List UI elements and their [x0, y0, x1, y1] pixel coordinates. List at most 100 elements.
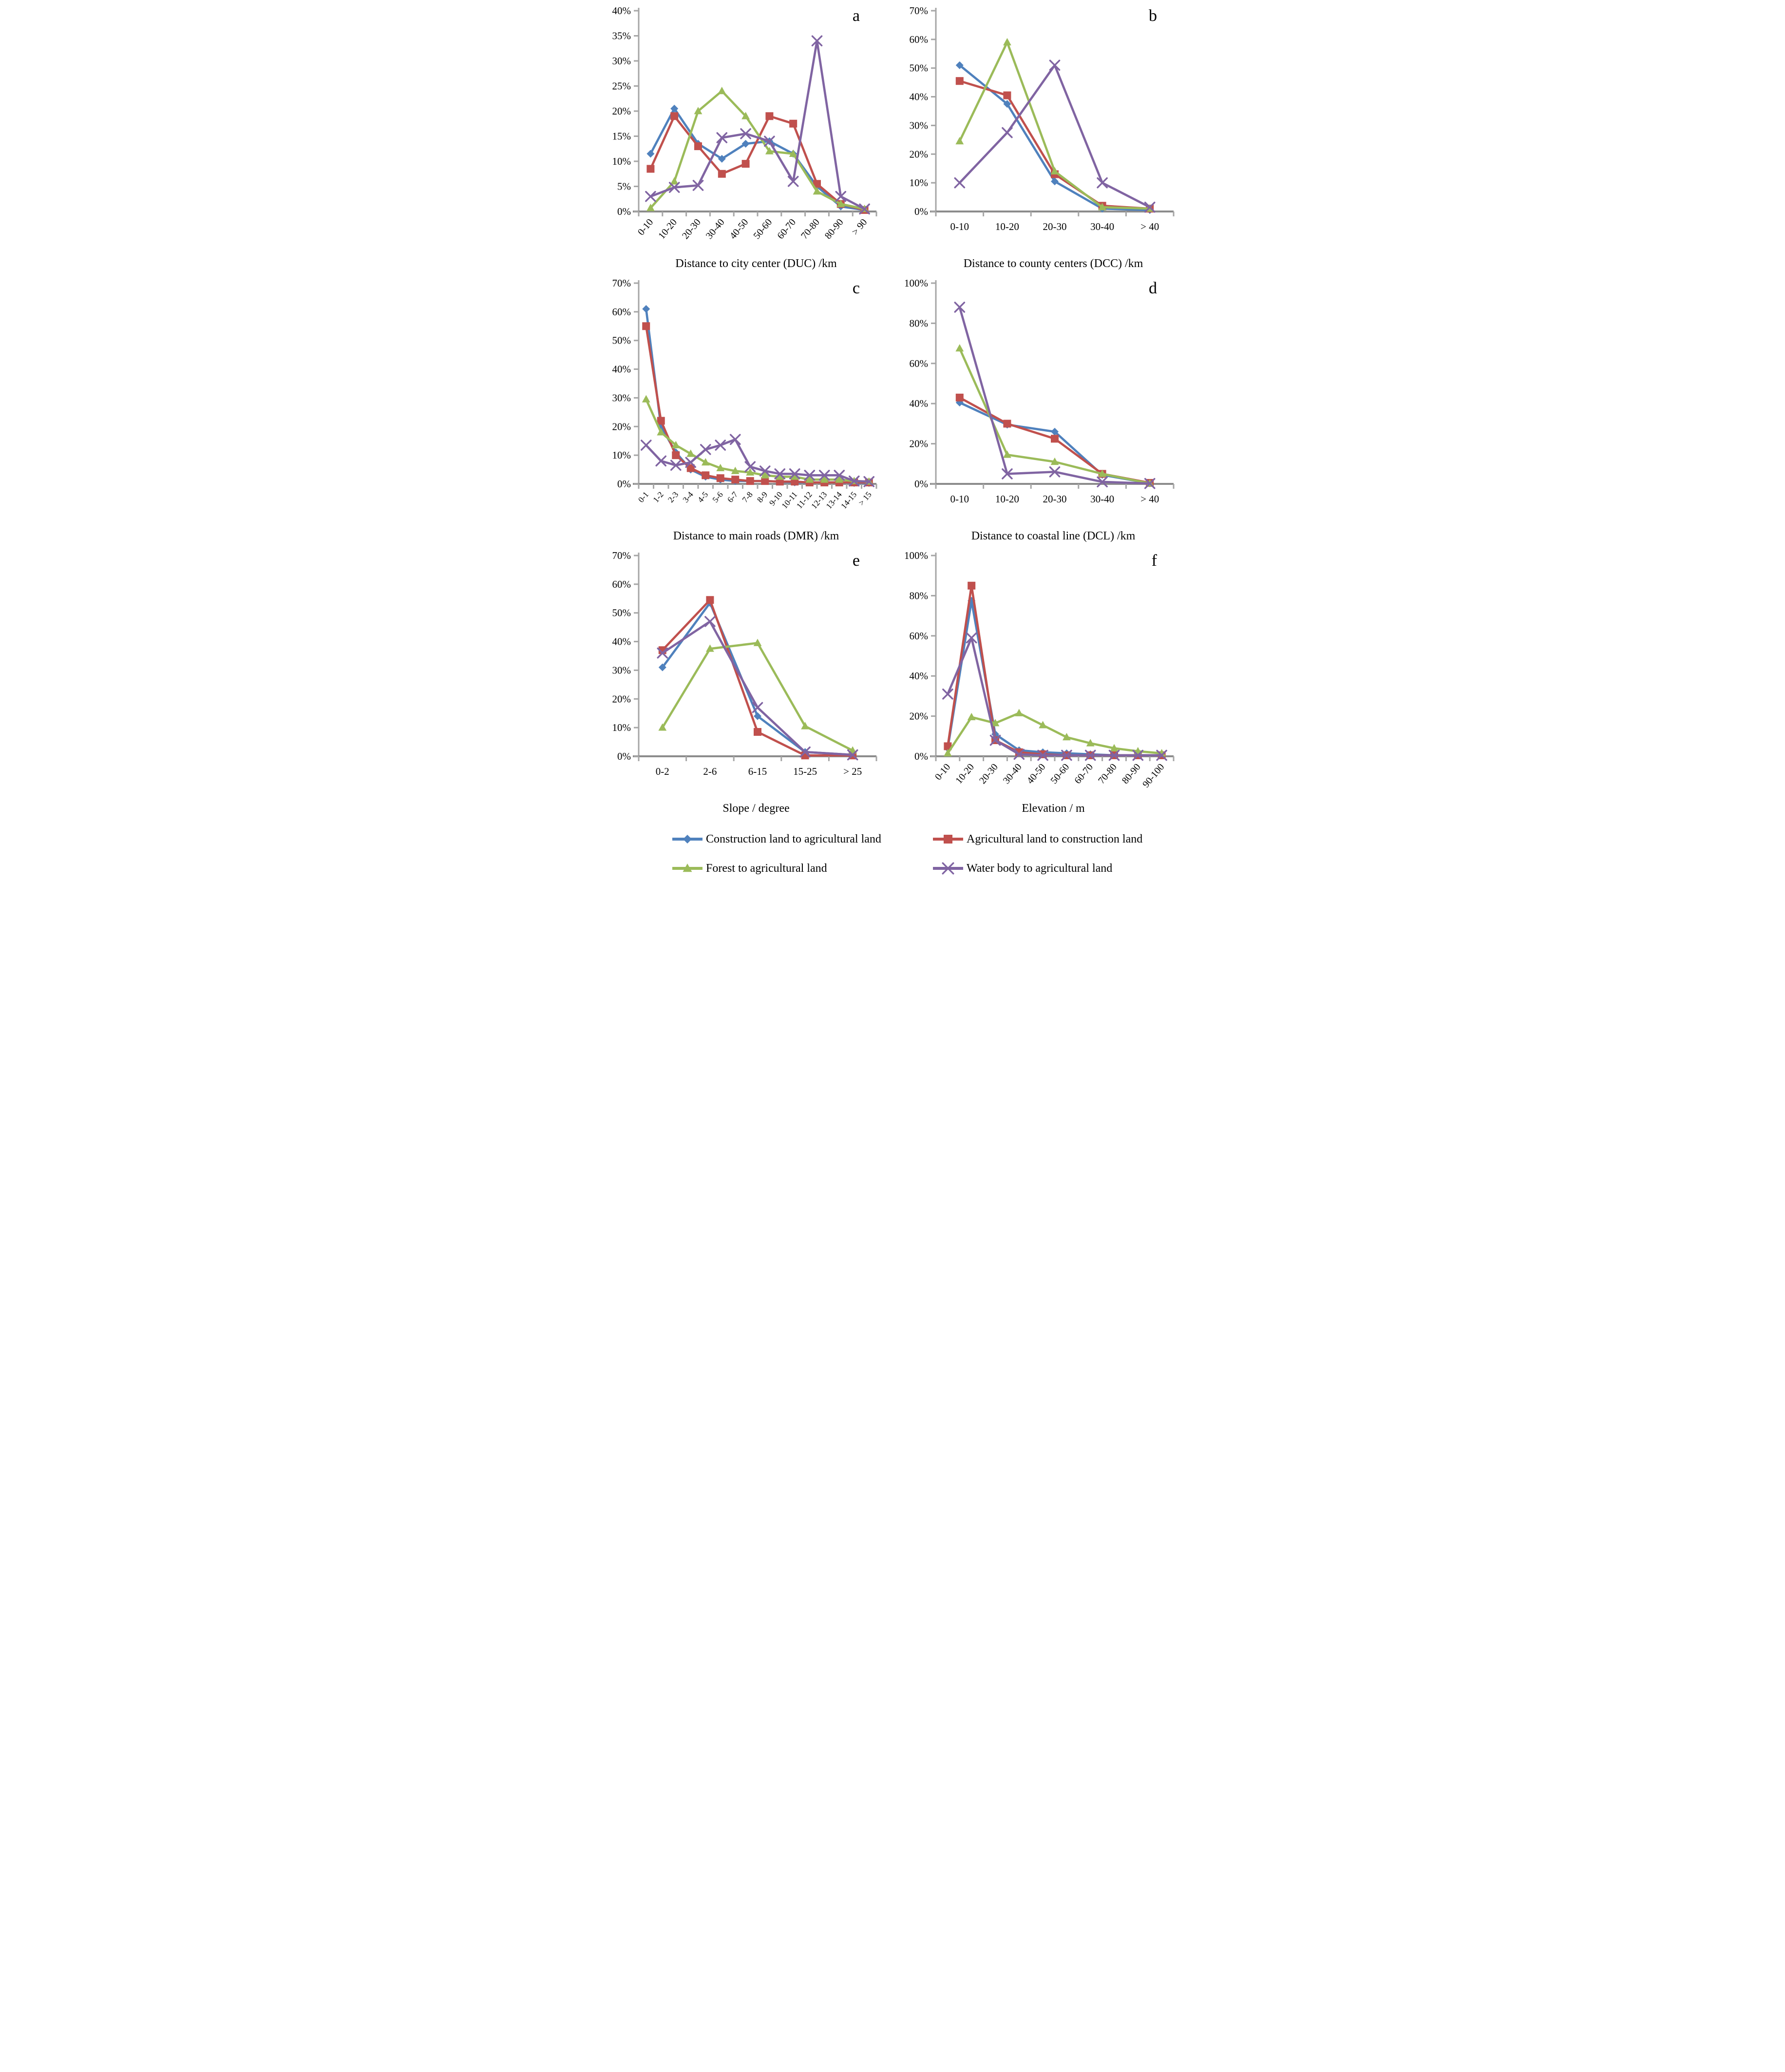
data-point-marker	[813, 187, 821, 195]
data-point-marker	[799, 746, 811, 758]
chart-b-canvas: 0% 10% 20% 30% 40% 50% 60% 70% 0-10 10-20 20-30 30-…	[910, 5, 1175, 232]
y-tick-label: 80%	[910, 317, 929, 329]
x-tick-label: 3-4	[681, 490, 695, 504]
data-point-marker	[789, 149, 798, 157]
data-point-marker	[801, 722, 809, 729]
series-line-red	[649, 115, 866, 211]
data-point-marker	[1051, 435, 1059, 443]
x-tick-label: 10-11	[780, 490, 799, 510]
data-point-marker	[657, 647, 668, 659]
data-point-marker	[859, 203, 870, 215]
data-point-marker	[704, 616, 716, 627]
data-point-marker	[718, 87, 726, 95]
panel-letter-f: f	[1151, 552, 1157, 570]
y-tick-label: 0%	[617, 478, 631, 490]
data-point-marker	[760, 471, 769, 479]
y-tick-label: 30%	[612, 55, 631, 67]
data-point-marker	[1003, 91, 1011, 99]
data-point-marker	[804, 470, 816, 481]
data-point-marker	[655, 455, 667, 467]
data-point-marker	[1015, 709, 1024, 716]
data-point-marker	[848, 475, 860, 487]
series-line-purple	[958, 306, 1151, 485]
x-tick-label: 90-100	[1140, 762, 1166, 790]
data-point-marker	[1084, 749, 1096, 761]
data-point-marker	[1110, 744, 1119, 751]
data-point-marker	[1050, 167, 1059, 174]
y-tick-label: 30%	[612, 664, 631, 676]
x-tick-label: 40-50	[728, 217, 751, 241]
series-line-blue	[958, 64, 1151, 211]
x-tick-label: 5-6	[711, 490, 725, 504]
x-tick-label: > 15	[856, 490, 873, 507]
y-tick-label: 20%	[910, 710, 929, 722]
series-line-purple	[958, 64, 1151, 209]
data-point-marker	[944, 749, 952, 757]
data-point-marker	[752, 702, 763, 713]
data-point-marker	[776, 472, 784, 480]
y-tick-label: 40%	[910, 398, 929, 409]
x-tick-label: 50-60	[1048, 762, 1071, 786]
panel-f: f 0% 20% 40% 60% 80% 100% 0-10 10-20 20-30 30-40 4…	[895, 548, 1182, 815]
data-point-marker	[657, 417, 665, 425]
data-point-marker	[1049, 466, 1061, 478]
panel-d: d 0% 20% 40% 60% 80% 100% 0-10 10-20 20-30 30-40 >…	[895, 275, 1182, 543]
data-point-marker	[1003, 420, 1011, 428]
data-point-marker	[1051, 427, 1059, 436]
data-point-marker	[706, 644, 714, 652]
y-tick-label: 50%	[612, 335, 631, 346]
data-point-marker	[1039, 721, 1047, 729]
data-point-marker	[657, 428, 665, 436]
data-point-marker	[646, 203, 655, 211]
figure-land-conversion-distributions: a 0% 5% 10% 15% 20% 25% 30% 35% 40% 0-10 10-20 20-3…	[598, 0, 1187, 890]
data-point-marker	[741, 160, 750, 168]
data-point-marker	[753, 638, 762, 646]
data-point-marker	[671, 441, 680, 448]
chart-d-canvas: 0% 20% 40% 60% 80% 100% 0-10 10-20 20-30 30-40 > 4…	[904, 277, 1175, 505]
data-point-marker	[942, 688, 953, 700]
data-point-marker	[835, 475, 844, 483]
data-point-marker	[1144, 478, 1156, 489]
data-point-marker	[658, 663, 666, 671]
data-point-marker	[729, 434, 741, 445]
x-tick-label: 60-70	[1072, 762, 1095, 786]
data-point-marker	[670, 104, 679, 113]
charts-grid: a 0% 5% 10% 15% 20% 25% 30% 35% 40% 0-10 10-20 20-3…	[598, 3, 1187, 815]
y-tick-label: 20%	[612, 693, 631, 705]
data-point-marker	[1098, 469, 1106, 477]
x-tick-label: 6-7	[725, 490, 740, 504]
x-tick-label: 10-20	[656, 217, 679, 241]
y-tick-label: 20%	[910, 438, 929, 450]
y-tick-label: 0%	[914, 206, 928, 217]
data-point-marker	[818, 470, 830, 481]
data-point-marker	[642, 322, 650, 330]
data-point-marker	[1086, 739, 1095, 747]
data-point-marker	[966, 632, 977, 644]
data-point-marker	[955, 344, 964, 352]
x-tick-label: 0-1	[636, 490, 650, 504]
y-tick-label: 100%	[904, 550, 928, 561]
data-point-marker	[1156, 749, 1167, 761]
x-tick-label: 30-40	[704, 217, 727, 241]
y-tick-label: 100%	[904, 277, 928, 289]
data-point-marker	[731, 466, 740, 474]
chart-e-canvas: 0% 10% 20% 30% 40% 50% 60% 70% 0-2 2-6 6-15 15-25 > …	[612, 550, 877, 777]
data-point-marker	[759, 465, 771, 477]
data-point-marker	[955, 393, 964, 402]
chart-c-canvas: 0% 10% 20% 30% 40% 50% 60% 70% 0-1 1-2 2-3 3-4 4-5 5-…	[612, 277, 877, 511]
panel-letter-b: b	[1149, 7, 1157, 25]
y-tick-label: 25%	[612, 80, 631, 92]
x-tick-label: 11-12	[795, 490, 814, 510]
x-tick-label: 4-5	[696, 490, 710, 504]
data-point-marker	[744, 461, 756, 472]
y-tick-label: 70%	[910, 5, 929, 17]
data-point-marker	[692, 180, 704, 191]
y-tick-label: 35%	[612, 30, 631, 42]
x-tick-label: 6-15	[748, 766, 767, 777]
y-tick-label: 10%	[612, 155, 631, 167]
data-point-marker	[716, 132, 728, 143]
data-point-marker	[1003, 100, 1011, 108]
x-tick-label: 40-50	[1025, 762, 1048, 786]
x-tick-label: > 90	[850, 217, 869, 237]
x-axis-title-c: Distance to main roads (DMR) /km	[673, 530, 839, 542]
